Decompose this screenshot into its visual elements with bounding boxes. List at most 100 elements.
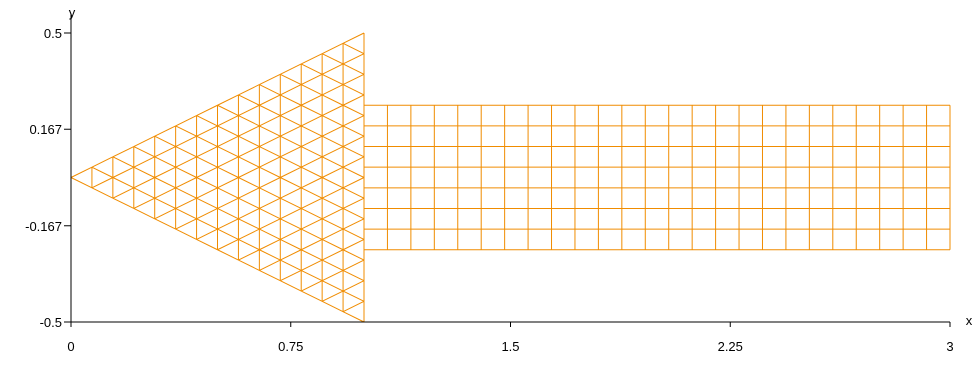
triangle-mesh-edge: [280, 156, 302, 168]
triangle-mesh-edge: [300, 94, 323, 106]
triangle-mesh-edge: [321, 94, 344, 106]
triangle-mesh-edge: [280, 94, 302, 106]
triangle-mesh-edge: [280, 197, 302, 209]
triangle-mesh-edge: [300, 84, 323, 96]
triangle-mesh-edge: [238, 135, 260, 147]
triangle-mesh-edge: [280, 135, 302, 147]
triangle-mesh-edge: [217, 218, 239, 230]
triangle-mesh-edge: [175, 228, 197, 240]
triangle-mesh-edge: [154, 125, 176, 137]
triangle-mesh-edge: [217, 146, 239, 158]
triangle-mesh-edge: [321, 249, 344, 261]
triangle-mesh-edge: [300, 63, 323, 75]
triangle-mesh-edge: [259, 104, 281, 117]
triangle-mesh-edge: [175, 166, 197, 178]
triangle-mesh-edge: [196, 187, 218, 199]
triangle-mesh-edge: [70, 166, 93, 178]
triangle-mesh-edge: [342, 187, 365, 199]
triangle-mesh-edge: [300, 238, 323, 251]
x-tick-label: 0: [67, 339, 74, 354]
triangle-mesh-edge: [321, 228, 344, 240]
triangle-mesh-edge: [112, 146, 135, 158]
triangle-mesh-edge: [238, 238, 260, 251]
triangle-mesh-edge: [259, 218, 281, 230]
triangle-mesh-edge: [300, 280, 323, 292]
x-tick-label: 3: [946, 339, 953, 354]
triangle-mesh-edge: [342, 311, 365, 323]
triangle-mesh-edge: [300, 197, 323, 209]
triangle-mesh-edge: [217, 228, 239, 240]
triangle-mesh-edge: [321, 187, 344, 199]
triangle-mesh-edge: [238, 146, 260, 158]
triangle-mesh-edge: [280, 104, 302, 117]
triangle-mesh-edge: [259, 84, 281, 96]
triangle-mesh-edge: [196, 208, 218, 220]
triangle-mesh-edge: [175, 146, 197, 158]
triangle-mesh-edge: [342, 115, 365, 127]
triangle-mesh-edge: [217, 156, 239, 168]
triangle-mesh-edge: [259, 94, 281, 106]
triangle-mesh-edge: [300, 218, 323, 230]
triangle-mesh-edge: [133, 208, 155, 220]
axes: y x: [69, 5, 973, 328]
triangle-mesh-edge: [321, 42, 344, 55]
triangle-mesh-edge: [321, 177, 344, 189]
triangle-mesh-edge: [280, 249, 302, 261]
triangle-mesh-edge: [238, 249, 260, 261]
triangle-mesh-edge: [259, 115, 281, 127]
triangle-mesh-edge: [321, 84, 344, 96]
y-tick-label: 0.5: [44, 26, 62, 41]
triangle-mesh-edge: [154, 197, 176, 209]
triangle-mesh-edge: [91, 156, 114, 168]
triangle-mesh-edge: [321, 125, 344, 137]
triangle-mesh-edge: [300, 249, 323, 261]
triangle-mesh-edge: [217, 187, 239, 199]
triangle-mesh-edge: [217, 166, 239, 178]
triangle-mesh-edge: [259, 187, 281, 199]
triangle-mesh-edge: [196, 166, 218, 178]
triangle-mesh-edge: [300, 187, 323, 199]
triangle-mesh-edge: [300, 290, 323, 302]
triangle-mesh-edge: [280, 115, 302, 127]
triangle-mesh-edge: [342, 259, 365, 271]
triangle-mesh-edge: [133, 156, 155, 168]
triangle-mesh-edge: [342, 218, 365, 230]
triangle-mesh-edge: [196, 197, 218, 209]
triangle-mesh-edge: [175, 218, 197, 230]
triangle-mesh-edge: [196, 228, 218, 240]
triangle-mesh-edge: [175, 208, 197, 220]
triangle-mesh-edge: [217, 197, 239, 209]
triangle-mesh-edge: [280, 187, 302, 199]
triangle-mesh-edge: [196, 125, 218, 137]
triangle-mesh-edge: [259, 259, 281, 271]
ticks: 0 0.75 1.5 2.25 3 -0.5 -0.167 0.167 0.5: [25, 26, 953, 354]
triangle-mesh-edge: [280, 259, 302, 271]
triangle-mesh-edge: [217, 135, 239, 147]
triangle-mesh-edge: [280, 218, 302, 230]
triangle-mesh-edge: [321, 269, 344, 282]
triangle-mesh-edge: [300, 53, 323, 65]
triangle-mesh-edge: [196, 177, 218, 189]
triangle-mesh-edge: [321, 115, 344, 127]
triangle-mesh-edge: [259, 197, 281, 209]
triangle-mesh-edge: [112, 166, 135, 178]
triangle-mesh-edge: [112, 187, 135, 199]
triangle-mesh-edge: [259, 146, 281, 158]
triangle-mesh-edge: [300, 166, 323, 178]
triangle-mesh-edge: [112, 197, 135, 209]
triangle-mesh-edge: [112, 156, 135, 168]
triangle-mesh-edge: [238, 187, 260, 199]
triangle-mesh-edge: [238, 115, 260, 127]
triangle-mesh-edge: [175, 115, 197, 127]
triangle-mesh-edge: [300, 228, 323, 240]
triangle-mesh-edge: [238, 94, 260, 106]
triangle-mesh-edge: [133, 146, 155, 158]
triangle-mesh-edge: [300, 125, 323, 137]
triangle-mesh-edge: [321, 218, 344, 230]
y-tick-label: 0.167: [29, 122, 62, 137]
triangle-mesh-edge: [175, 125, 197, 137]
triangle-mesh-edge: [217, 249, 239, 261]
triangle-mesh-edge: [217, 177, 239, 189]
triangle-mesh-edge: [280, 146, 302, 158]
triangle-mesh-edge: [280, 166, 302, 178]
